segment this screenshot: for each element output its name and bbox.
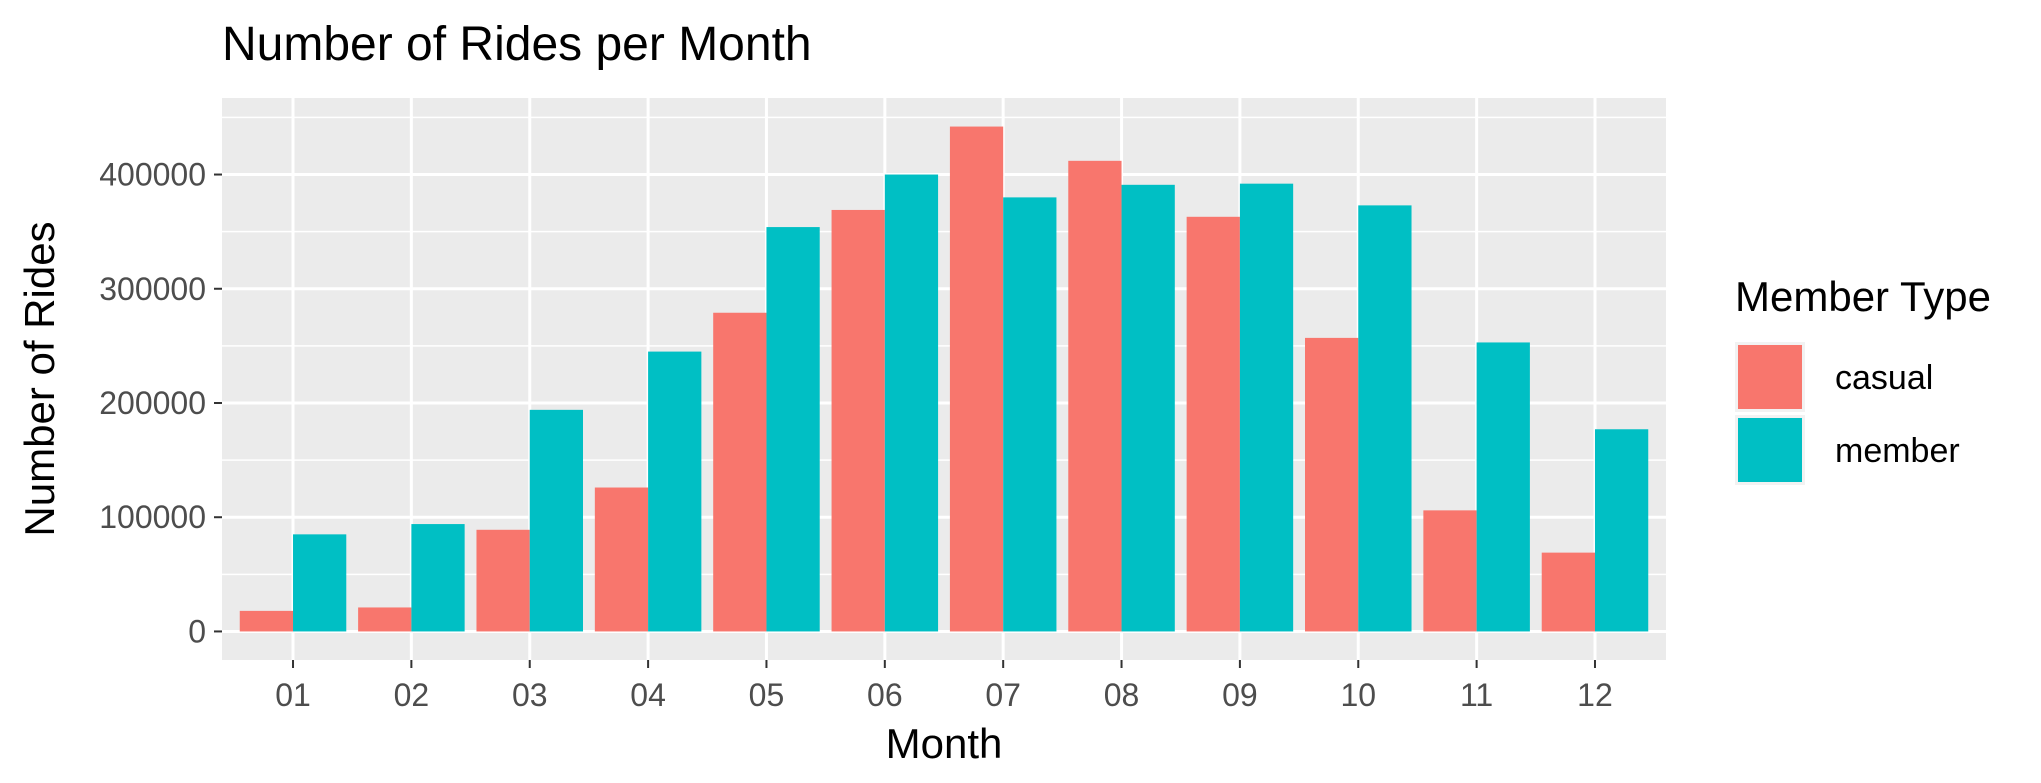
bar-casual-09 — [1186, 216, 1240, 632]
x-tick-label: 02 — [394, 677, 430, 713]
y-axis-title: Number of Rides — [16, 221, 63, 536]
bar-casual-11 — [1423, 510, 1477, 632]
x-tick-label: 04 — [630, 677, 666, 713]
bar-casual-02 — [358, 607, 412, 632]
legend-swatch-casual — [1738, 345, 1802, 409]
x-tick-label: 07 — [985, 677, 1021, 713]
bars — [239, 126, 1649, 632]
legend-title: Member Type — [1735, 273, 1991, 320]
bar-casual-03 — [476, 529, 530, 632]
bar-member-02 — [411, 524, 465, 632]
y-tick-label: 400000 — [99, 157, 206, 193]
legend: Member Type casual member — [1735, 273, 1991, 485]
x-tick-label: 09 — [1222, 677, 1258, 713]
chart-title: Number of Rides per Month — [222, 18, 812, 71]
bar-casual-08 — [1068, 160, 1122, 632]
bar-member-03 — [529, 409, 583, 632]
x-tick-label: 05 — [749, 677, 785, 713]
x-tick-label: 11 — [1460, 677, 1493, 713]
bar-member-11 — [1476, 342, 1530, 632]
legend-label-member: member — [1835, 432, 1960, 470]
x-axis: 01 02 03 04 05 06 07 08 09 10 11 12 — [275, 660, 1613, 713]
x-tick-label: 10 — [1340, 677, 1376, 713]
bar-member-09 — [1239, 183, 1294, 632]
y-tick-label: 300000 — [99, 271, 206, 307]
y-tick-label: 100000 — [99, 499, 206, 535]
x-axis-title: Month — [886, 720, 1003, 767]
bar-member-01 — [293, 534, 347, 632]
x-tick-label: 03 — [512, 677, 548, 713]
bar-casual-05 — [713, 312, 767, 632]
y-axis: 0 100000 200000 300000 400000 — [99, 157, 222, 649]
x-tick-label: 12 — [1577, 677, 1613, 713]
y-tick-label: 200000 — [99, 385, 206, 421]
x-tick-label: 06 — [867, 677, 903, 713]
legend-swatch-member — [1738, 418, 1802, 482]
y-tick-label: 0 — [188, 613, 206, 649]
bar-casual-12 — [1541, 552, 1595, 632]
bar-member-05 — [766, 227, 820, 632]
bar-casual-10 — [1305, 337, 1359, 632]
bar-member-08 — [1121, 184, 1175, 632]
bar-member-04 — [648, 351, 702, 632]
bar-casual-01 — [239, 610, 294, 632]
x-tick-label: 01 — [275, 677, 311, 713]
bar-member-12 — [1594, 429, 1649, 632]
bar-member-06 — [884, 174, 939, 632]
bar-member-10 — [1358, 205, 1412, 632]
bar-casual-04 — [594, 487, 649, 632]
bar-member-07 — [1003, 197, 1057, 632]
legend-label-casual: casual — [1835, 359, 1933, 397]
bar-casual-06 — [831, 209, 885, 632]
x-tick-label: 08 — [1104, 677, 1140, 713]
bar-casual-07 — [949, 126, 1004, 632]
